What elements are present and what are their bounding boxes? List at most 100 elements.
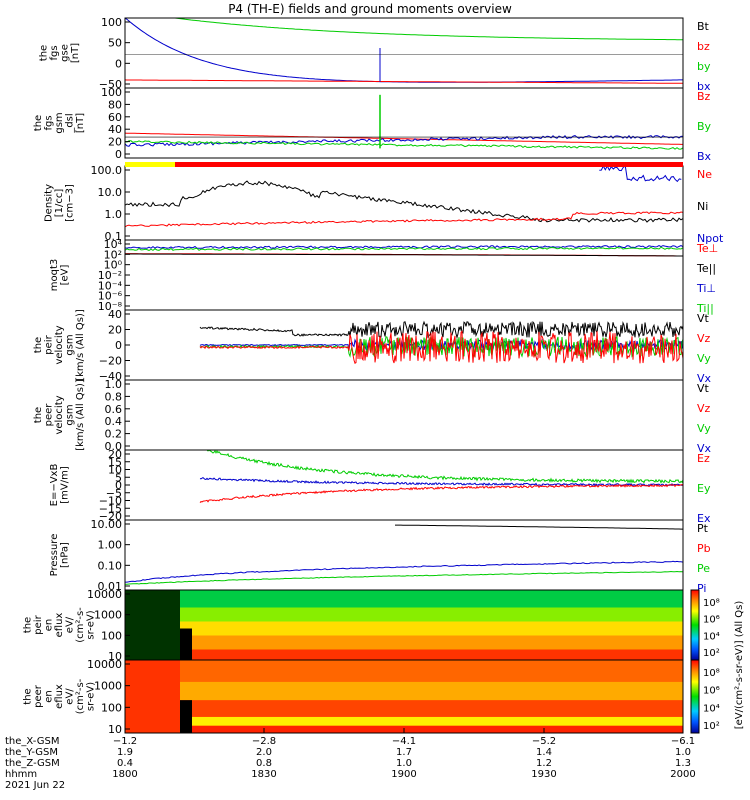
colorbar bbox=[690, 659, 700, 734]
date-label: 2021 Jun 22 bbox=[5, 780, 65, 791]
Ey-line bbox=[200, 450, 683, 484]
y-axis-label: [nPa] bbox=[59, 542, 70, 568]
legend-bx: Bx bbox=[697, 150, 712, 163]
y-axis-label: the bbox=[23, 617, 34, 633]
y-axis-label: peer bbox=[44, 403, 55, 427]
x-row-label: the_X-GSM bbox=[5, 736, 59, 747]
Vt-line bbox=[199, 320, 683, 340]
x-tick-label: −5.2 bbox=[532, 736, 556, 747]
x-tick-label: −1.2 bbox=[113, 736, 137, 747]
y-axis-label: (cm²-s- bbox=[75, 607, 86, 643]
plot-area bbox=[125, 245, 683, 257]
colorbar-tick: 10⁶ bbox=[703, 686, 720, 697]
status-bar-yellow bbox=[125, 162, 175, 167]
y-axis-label: Density bbox=[44, 184, 55, 222]
y-tick-label: 20 bbox=[108, 448, 122, 461]
y-tick-label: 10⁰ bbox=[104, 259, 123, 272]
y-tick-label: 0 bbox=[115, 148, 122, 161]
y-axis-label: fgs bbox=[44, 115, 55, 130]
y-axis-label: [cm−3] bbox=[65, 184, 76, 222]
y-axis-label: gse bbox=[59, 44, 70, 62]
y-axis-label: the bbox=[38, 45, 49, 61]
y-axis-label: Pressure bbox=[49, 534, 60, 577]
panel-1: 100 50 0 −50 the fgs gse [nT] Bt bz by bx bbox=[38, 16, 711, 93]
panel-frame bbox=[124, 165, 684, 241]
x-tick-label: 2.0 bbox=[256, 747, 272, 758]
legend-ne: Ne bbox=[697, 168, 712, 181]
x-row-label: hhmm bbox=[5, 769, 37, 780]
panel-8: 10.00 1.00 0.10 0.01 Pressure [nPa] Pt Pb Pe Pi bbox=[49, 518, 711, 595]
plot-area bbox=[199, 450, 683, 503]
legend-pt: Pt bbox=[697, 522, 709, 535]
y-tick-label: 10² bbox=[104, 248, 122, 261]
plot-area bbox=[125, 524, 683, 585]
y-tick-label: 10 bbox=[108, 464, 122, 477]
panel-frame bbox=[124, 449, 684, 521]
legend-ni: Ni bbox=[697, 200, 708, 213]
y-axis-label: the bbox=[33, 115, 44, 131]
x-tick-label: 1.7 bbox=[396, 747, 412, 758]
figure-title: P4 (TH-E) fields and ground moments over… bbox=[228, 2, 512, 16]
panel-frame bbox=[124, 87, 684, 159]
panel-6: 1.00.80.60.40.20.0 the peer velocity gsm [km/… bbox=[33, 378, 712, 455]
x-tick-label: 0.8 bbox=[256, 758, 272, 769]
Vz-line bbox=[199, 330, 683, 364]
legend-vz: Vz bbox=[697, 402, 711, 415]
x-tick-label: −2.8 bbox=[252, 736, 276, 747]
y-axis-label: sr-eV) bbox=[86, 610, 97, 639]
x-tick-label: 1.2 bbox=[536, 758, 552, 769]
x-tick-label: 1800 bbox=[112, 769, 137, 780]
legend-bz: bz bbox=[697, 40, 710, 53]
legend-npot: Npot bbox=[697, 232, 724, 245]
y-axis-label: moqt3 bbox=[49, 259, 60, 292]
legend-vt: Vt bbox=[697, 382, 710, 395]
y-tick-label: 10⁻² bbox=[98, 269, 122, 282]
legend-bx: bx bbox=[697, 80, 711, 93]
y-axis-label: eflux bbox=[54, 613, 65, 638]
legend-pi: Pi bbox=[697, 582, 706, 595]
y-tick-label: 10.00 bbox=[91, 518, 123, 531]
spectrogram-band bbox=[125, 649, 683, 660]
x-row-label: the_Y-GSM bbox=[5, 747, 58, 758]
Ez-line bbox=[199, 483, 683, 503]
legend-pb: Pb bbox=[697, 542, 711, 555]
y-tick-label: 1000 bbox=[94, 680, 122, 693]
spectrogram-gap bbox=[125, 660, 180, 733]
Bz-line bbox=[125, 132, 683, 145]
y-tick-label: 1000 bbox=[94, 609, 122, 622]
Ne-line bbox=[125, 211, 683, 228]
Pi-line bbox=[125, 560, 683, 583]
y-tick-label: 0 bbox=[115, 339, 122, 352]
plot-area bbox=[125, 166, 683, 228]
legend-vt: Vt bbox=[697, 312, 710, 325]
y-axis-label: fgs bbox=[49, 45, 60, 60]
Pe-line bbox=[125, 570, 683, 585]
colorbar-tick: 10⁴ bbox=[703, 631, 720, 642]
y-tick-label: 0.01 bbox=[98, 580, 123, 593]
y-axis-label: [1/cc] bbox=[54, 189, 65, 218]
y-axis-label: _dsl bbox=[65, 113, 76, 133]
panel-3: 100.0 10.0 1.0 0.1 Density [1/cc] [cm−3] Ne Ni Np… bbox=[44, 164, 724, 245]
y-tick-label: −15 bbox=[99, 502, 122, 515]
legend-vz: Vz bbox=[697, 332, 711, 345]
bx-line bbox=[125, 18, 683, 83]
colorbar-tick: 10² bbox=[703, 648, 720, 659]
Ti-perp-line bbox=[125, 245, 683, 249]
y-tick-label: 10 bbox=[108, 650, 122, 663]
y-tick-label: 0.2 bbox=[105, 428, 123, 441]
y-axis-label: [nT] bbox=[75, 113, 86, 133]
legend-vy: Vy bbox=[697, 352, 711, 365]
y-tick-label: 20 bbox=[108, 136, 122, 149]
y-tick-label: 10⁴ bbox=[104, 238, 123, 251]
colorbar-tick: 10⁸ bbox=[703, 598, 720, 609]
legend-pe: Pe bbox=[697, 562, 710, 575]
x-tick-label: −4.1 bbox=[392, 736, 416, 747]
Npot-line bbox=[599, 166, 682, 183]
data-gap bbox=[180, 700, 192, 733]
y-tick-label: 60 bbox=[108, 111, 122, 124]
panel-frame bbox=[124, 17, 684, 89]
y-tick-label: 1.00 bbox=[98, 539, 123, 552]
y-tick-label: 100.0 bbox=[91, 164, 123, 177]
